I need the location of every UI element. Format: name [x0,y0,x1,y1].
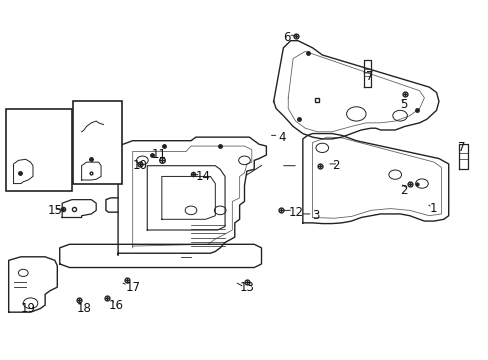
Text: 11: 11 [152,148,167,162]
Text: 3: 3 [312,209,319,222]
Text: 2: 2 [399,184,407,197]
Text: 5: 5 [399,99,407,112]
Text: 4: 4 [278,131,285,144]
Text: 10: 10 [132,159,147,172]
Text: 13: 13 [239,281,254,294]
Text: 2: 2 [331,159,339,172]
Text: 15: 15 [47,204,62,217]
Text: 8: 8 [16,131,23,144]
Text: 12: 12 [287,206,303,219]
Text: 18: 18 [77,302,91,315]
Text: 1: 1 [428,202,436,215]
Text: 7: 7 [366,70,373,83]
Bar [73,102,122,184]
Text: 14: 14 [196,170,210,183]
Text: 16: 16 [108,298,123,311]
Text: 7: 7 [458,141,465,154]
Bar [6,109,72,191]
Text: 9: 9 [89,109,96,122]
Text: 6: 6 [283,31,290,44]
Text: 19: 19 [21,302,36,315]
Text: 17: 17 [125,281,140,294]
